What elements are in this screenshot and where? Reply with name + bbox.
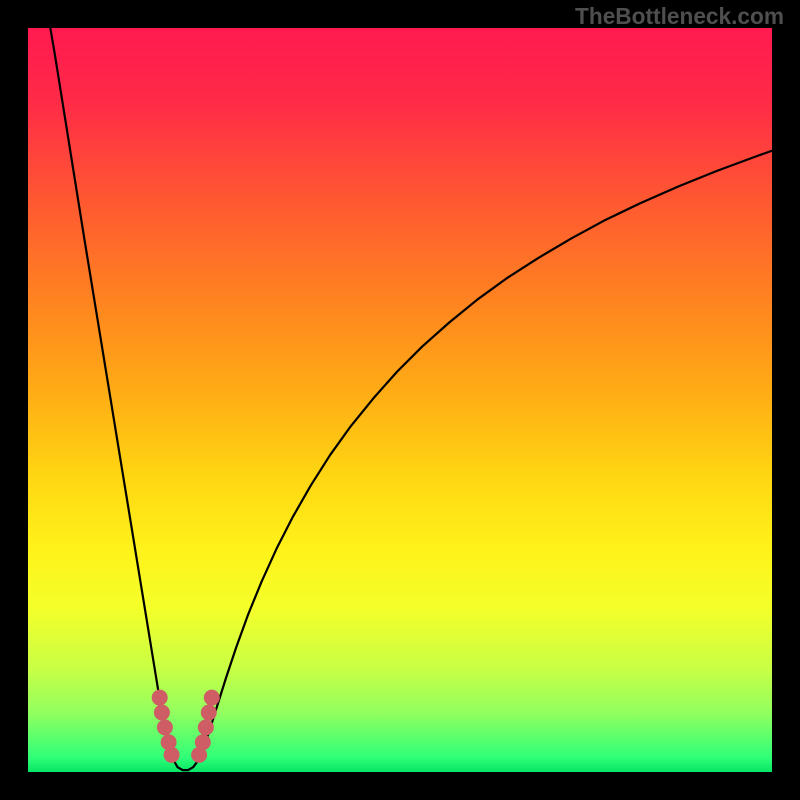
curve-layer	[28, 28, 772, 772]
data-marker	[157, 719, 173, 735]
watermark-label: TheBottleneck.com	[575, 3, 784, 30]
bottleneck-curve	[50, 28, 772, 770]
data-marker	[198, 719, 214, 735]
data-marker	[201, 704, 217, 720]
data-marker	[164, 747, 180, 763]
plot-area	[28, 28, 772, 772]
data-marker	[204, 690, 220, 706]
data-marker	[152, 690, 168, 706]
data-marker	[154, 704, 170, 720]
figure-root: TheBottleneck.com	[0, 0, 800, 800]
data-marker	[195, 734, 211, 750]
